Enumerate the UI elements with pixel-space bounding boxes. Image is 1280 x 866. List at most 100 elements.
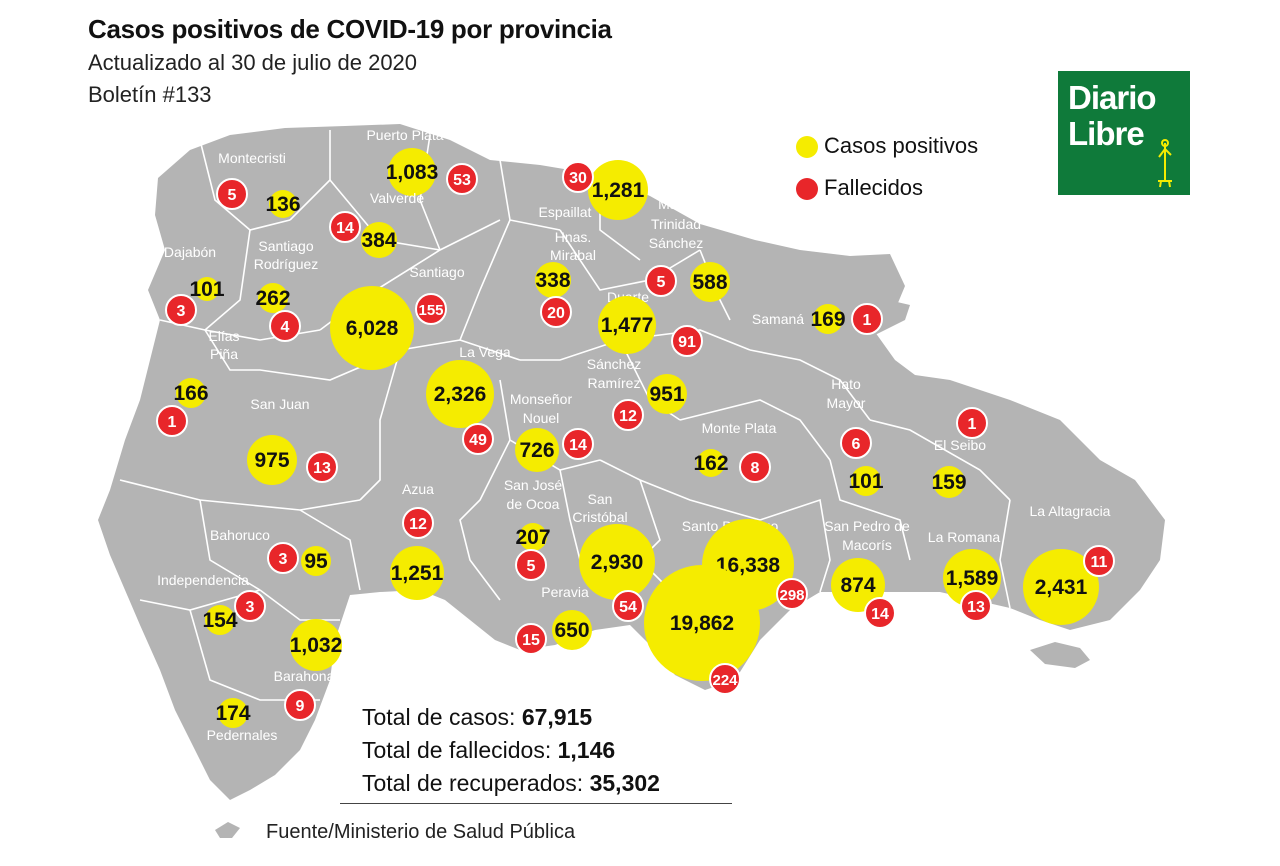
deaths-value-dajabon: 3 — [177, 303, 186, 320]
deaths-bubble-hato-mayor — [840, 427, 872, 459]
province-label-maria-trinidad-sanchez: María — [658, 196, 694, 212]
cases-bubble-sanchez-ramirez — [647, 374, 687, 414]
deaths-value-barahona: 9 — [296, 698, 305, 715]
province-border — [559, 469, 581, 561]
cases-value-duarte: 1,477 — [601, 314, 654, 337]
province-label-bahoruco: Bahoruco — [210, 527, 270, 543]
province-border — [199, 499, 261, 591]
deaths-value-bahoruco: 3 — [279, 551, 288, 568]
deaths-value-santiago-rodriguez: 4 — [281, 319, 290, 336]
deaths-value-elias-pina: 1 — [168, 414, 177, 431]
cases-value-san-pedro-de-macoris: 874 — [840, 574, 875, 597]
province-label-san-jose-de-ocoa: San José — [504, 477, 563, 493]
province-border — [829, 459, 911, 561]
deaths-bubble-la-romana — [960, 590, 992, 622]
deaths-value-la-romana: 13 — [967, 599, 985, 616]
province-label-peravia: Peravia — [541, 584, 589, 600]
statue-icon — [1158, 139, 1172, 188]
total-deaths-value: 1,146 — [557, 737, 616, 763]
map-subtitle: Actualizado al 30 de julio de 2020 — [88, 50, 418, 75]
deaths-value-distrito-nacional: 224 — [712, 672, 738, 689]
province-border — [869, 419, 1011, 501]
deaths-value-santiago: 155 — [418, 302, 443, 319]
cases-bubble-espaillat — [588, 160, 648, 220]
cases-value-samana: 169 — [810, 308, 845, 331]
deaths-value-la-vega: 49 — [469, 432, 487, 449]
province-label-azua: Azua — [402, 481, 434, 497]
province-label-el-seibo: El Seibo — [934, 437, 986, 453]
cases-bubble-montecristi — [269, 190, 297, 218]
diario-libre-logo: Diario Libre — [1058, 71, 1190, 195]
totals-divider — [340, 803, 732, 804]
deaths-bubble-la-altagracia — [1083, 545, 1115, 577]
province-label-elias-pina: Piña — [210, 346, 238, 362]
province-label-san-pedro-de-macoris: San Pedro de — [824, 518, 910, 534]
province-label-monsenor-nouel: Nouel — [523, 410, 560, 426]
province-label-espaillat: Espaillat — [539, 204, 592, 220]
cases-value-sanchez-ramirez: 951 — [649, 383, 684, 406]
deaths-value-sanchez-ramirez: 12 — [619, 408, 637, 425]
province-label-monsenor-nouel: Monseñor — [510, 391, 573, 407]
province-label-monte-plata: Monte Plata — [702, 420, 777, 436]
deaths-bubble-distrito-nacional — [709, 663, 741, 695]
deaths-value-hnas-mirabal: 20 — [547, 305, 565, 322]
deaths-bubble-santo-domingo — [776, 578, 808, 610]
cases-value-espaillat: 1,281 — [592, 179, 645, 202]
total-cases-value: 67,915 — [521, 704, 593, 730]
deaths-value-monte-plata: 8 — [751, 460, 760, 477]
cases-bubble-bahoruco — [301, 546, 331, 576]
deaths-bubble-bahoruco — [267, 542, 299, 574]
deaths-value-duarte: 91 — [678, 334, 696, 351]
legend-deaths: Fallecidos — [796, 175, 923, 201]
deaths-bubble-montecristi — [216, 178, 248, 210]
deaths-bubble-san-cristobal — [612, 590, 644, 622]
deaths-bubble-azua — [402, 507, 434, 539]
province-label-santiago: Santiago — [409, 264, 464, 280]
cases-bubble-hnas-mirabal — [535, 262, 571, 298]
cases-value-peravia: 650 — [554, 619, 589, 642]
cases-bubble-santiago — [330, 286, 414, 370]
cases-value-la-altagracia: 2,431 — [1035, 576, 1088, 599]
cases-value-la-romana: 1,589 — [946, 567, 999, 590]
cases-bubble-distrito-nacional — [644, 565, 760, 681]
deaths-value-la-altagracia: 11 — [1091, 554, 1108, 571]
deaths-value-azua: 12 — [409, 516, 427, 533]
province-label-la-romana: La Romana — [928, 529, 1001, 545]
deaths-bubble-samana — [851, 303, 883, 335]
province-label-maria-trinidad-sanchez: Trinidad — [651, 216, 701, 232]
deaths-bubble-maria-trinidad-sanchez — [645, 265, 677, 297]
deaths-value-espaillat: 30 — [569, 170, 587, 187]
cases-value-pedernales: 174 — [215, 702, 250, 725]
cases-bubble-puerto-plata — [388, 148, 436, 196]
cases-value-bahoruco: 95 — [304, 550, 328, 573]
deaths-bubble-hnas-mirabal — [540, 296, 572, 328]
province-label-la-vega: La Vega — [459, 344, 511, 360]
deaths-value-san-juan: 13 — [313, 460, 331, 477]
cases-bubble-samana — [813, 304, 843, 334]
cases-bubble-azua — [390, 546, 444, 600]
cases-value-puerto-plata: 1,083 — [386, 161, 439, 184]
cases-value-san-cristobal: 2,930 — [591, 551, 644, 574]
cases-bubble-peravia — [552, 610, 592, 650]
deaths-bubble-san-juan — [306, 451, 338, 483]
province-label-samana: Samaná — [752, 311, 804, 327]
deaths-bubble-santiago — [415, 293, 447, 325]
cases-value-santo-domingo: 16,338 — [716, 554, 781, 577]
cases-value-maria-trinidad-sanchez: 588 — [692, 271, 727, 294]
province-label-elias-pina: Elías — [208, 328, 239, 344]
cases-bubble-la-romana — [943, 549, 1001, 607]
province-border — [459, 439, 511, 601]
deaths-value-el-seibo: 1 — [968, 416, 977, 433]
cases-bubble-independencia — [205, 605, 235, 635]
deaths-bubble-san-pedro-de-macoris — [864, 597, 896, 629]
cases-bubble-san-jose-de-ocoa — [519, 523, 547, 551]
total-recovered: Total de recuperados: 35,302 — [362, 770, 660, 797]
beata-island — [215, 822, 240, 838]
cases-value-valverde: 384 — [361, 229, 396, 252]
deaths-value-san-jose-de-ocoa: 5 — [527, 558, 536, 575]
deaths-bubble-valverde — [329, 211, 361, 243]
deaths-bubble-el-seibo — [956, 407, 988, 439]
province-label-puerto-plata: Puerto Plata — [366, 127, 443, 143]
province-border — [458, 219, 521, 361]
